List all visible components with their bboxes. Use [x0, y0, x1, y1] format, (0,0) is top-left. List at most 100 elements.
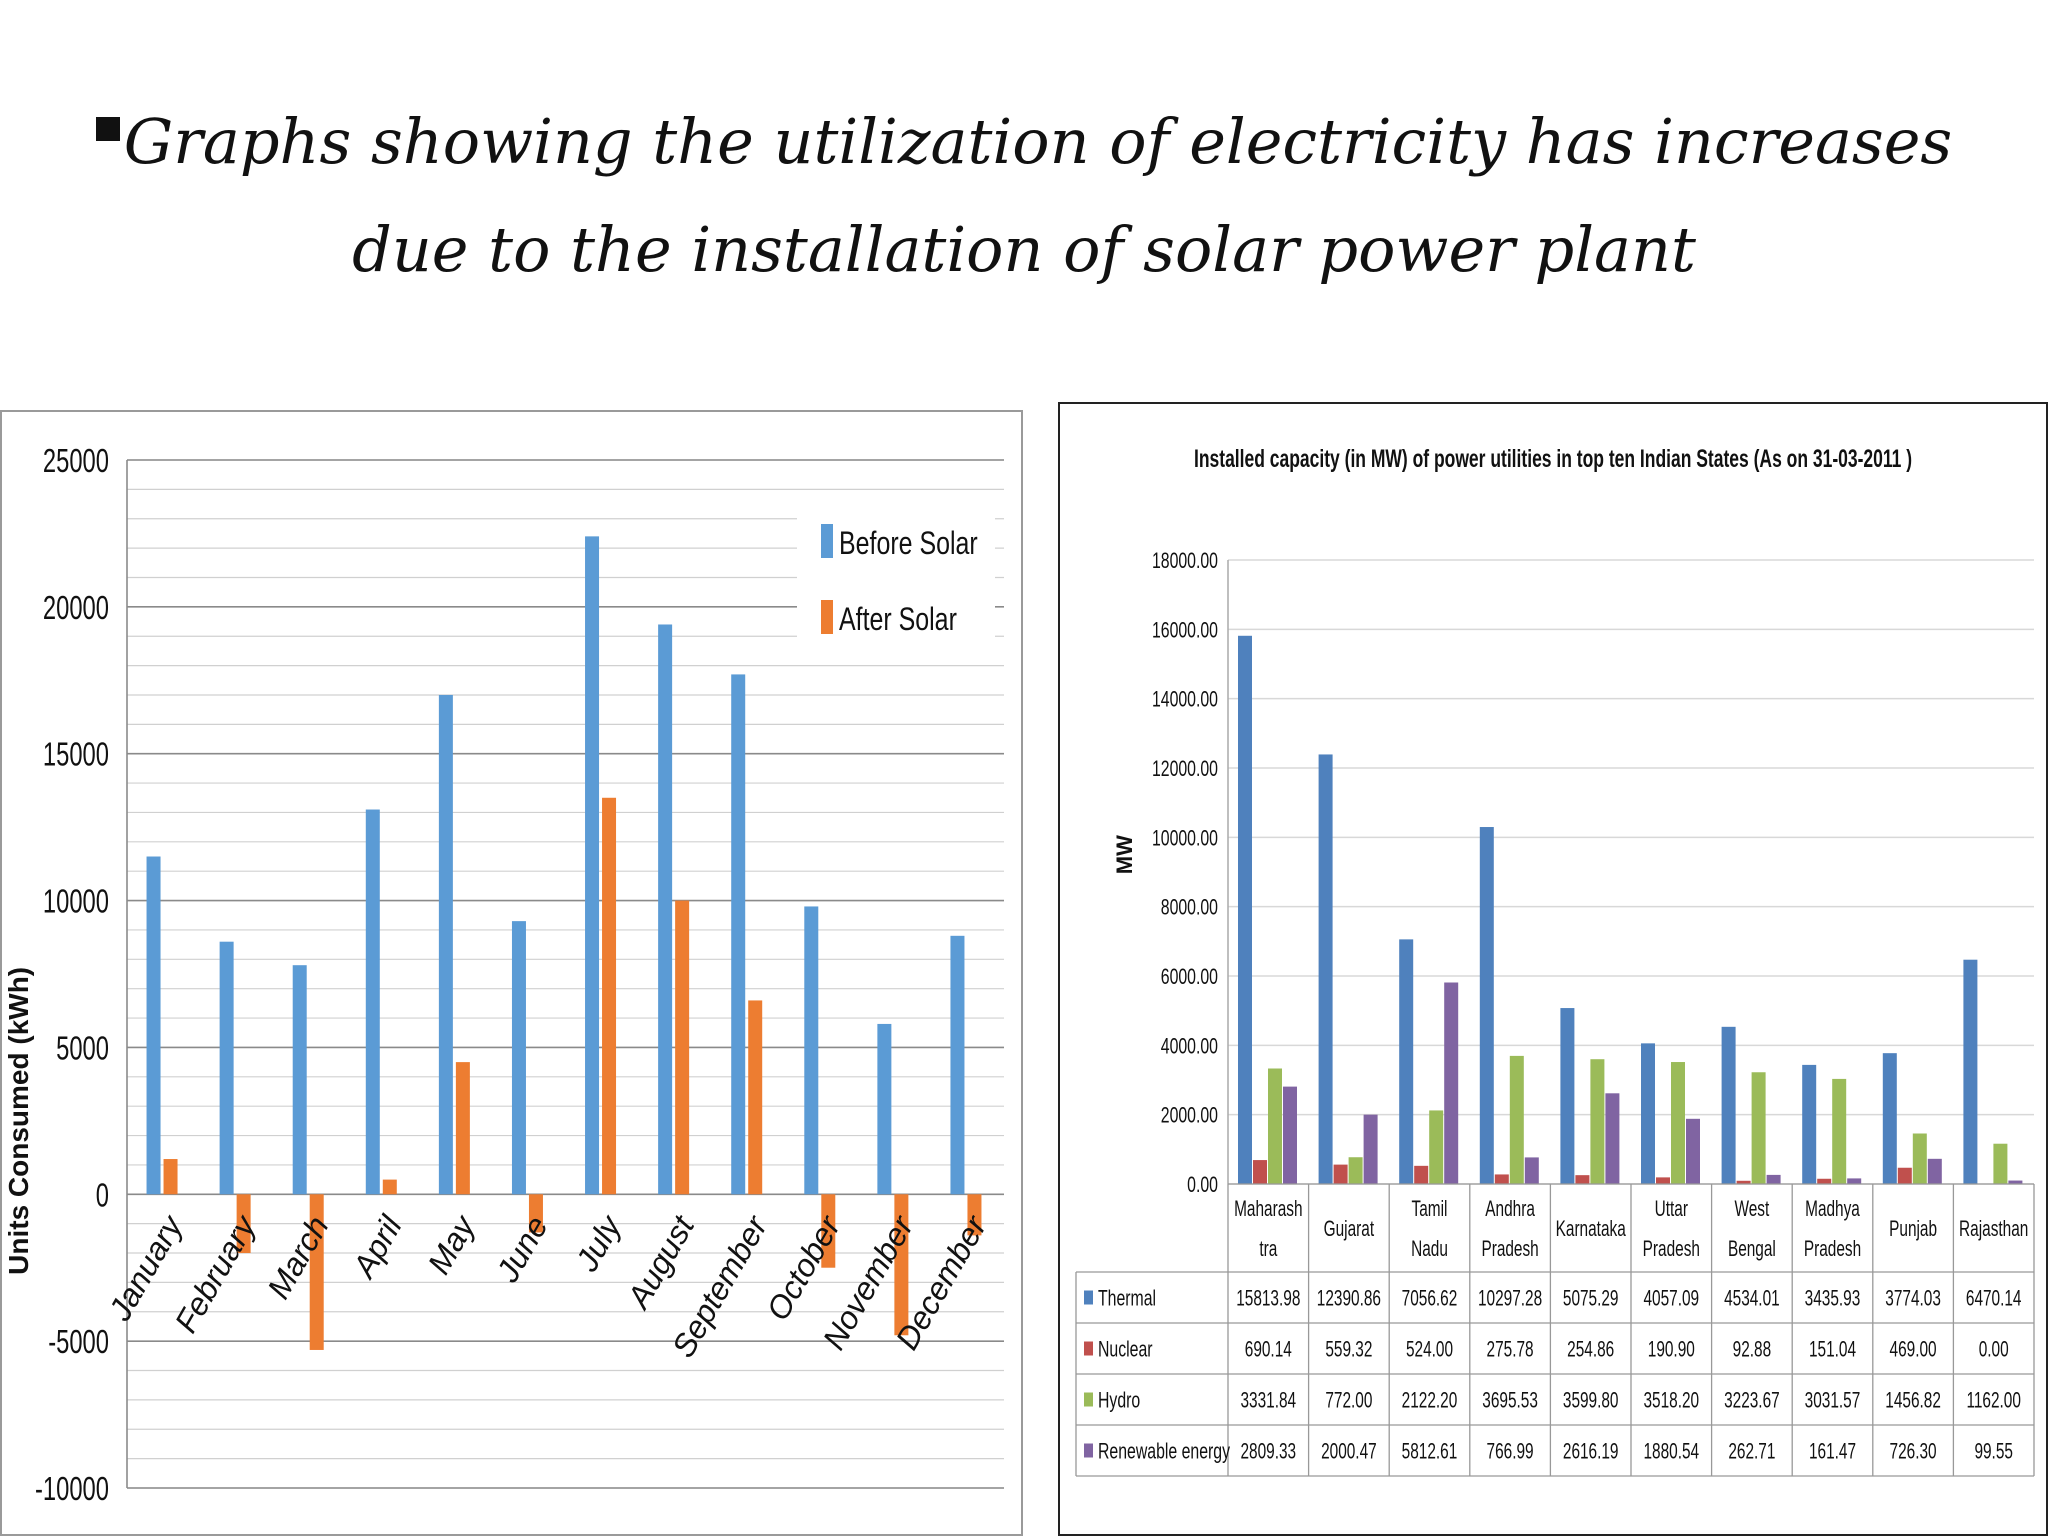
table-cell-value: 254.86: [1567, 1338, 1614, 1362]
bar-after-solar: [675, 900, 690, 1195]
bar-after-solar: [309, 1194, 324, 1350]
bar-thermal: [1802, 1064, 1817, 1184]
bar-after-solar: [602, 797, 617, 1195]
table-row-label: Renewable energy: [1098, 1440, 1230, 1464]
bar-hydro: [1912, 1133, 1927, 1184]
chart-right-svg: Installed capacity (in MW) of power util…: [1075, 444, 2035, 1477]
table-cell-value: 772.00: [1325, 1389, 1372, 1413]
bar-nuclear: [1333, 1164, 1348, 1184]
bar-before-solar: [219, 941, 234, 1195]
table-cell-value: 275.78: [1487, 1338, 1534, 1362]
bar-thermal: [1560, 1008, 1575, 1184]
bar-thermal: [1882, 1053, 1897, 1184]
x-category-label: Madhya: [1805, 1197, 1860, 1221]
table-cell-value: 4057.09: [1643, 1287, 1699, 1311]
table-cell-value: 6470.14: [1966, 1287, 2022, 1311]
x-category-label: July: [568, 1208, 629, 1278]
bar-nuclear: [1736, 1180, 1751, 1184]
legend-label: Before Solar: [839, 526, 978, 562]
bar-hydro: [1832, 1078, 1847, 1184]
legend-label: After Solar: [839, 602, 957, 638]
y-tick-label: 20000: [43, 590, 109, 627]
table-cell-value: 99.55: [1974, 1440, 2012, 1464]
table-row-label: Hydro: [1098, 1389, 1140, 1413]
bar-before-solar: [438, 694, 453, 1195]
table-cell-value: 3223.67: [1724, 1389, 1780, 1413]
y-tick-label: 8000.00: [1161, 896, 1218, 920]
table-cell-value: 92.88: [1733, 1338, 1771, 1362]
bar-renewable-energy: [1605, 1093, 1620, 1184]
bar-thermal: [1318, 754, 1333, 1184]
table-cell-value: 161.47: [1809, 1440, 1856, 1464]
bar-before-solar: [804, 906, 819, 1195]
table-cell-value: 2809.33: [1240, 1440, 1296, 1464]
y-tick-label: 2000.00: [1161, 1104, 1218, 1128]
table-cell-value: 1456.82: [1885, 1389, 1941, 1413]
bar-after-solar: [236, 1194, 251, 1254]
x-category-label: August: [619, 1209, 702, 1316]
legend-key-renewable-energy: [1084, 1443, 1093, 1458]
x-category-label: Rajasthan: [1959, 1217, 2028, 1241]
x-category-label: Andhra: [1485, 1197, 1535, 1221]
x-category-label: April: [345, 1209, 410, 1285]
bar-after-solar: [455, 1062, 470, 1195]
x-category-label: Pradesh: [1804, 1237, 1861, 1261]
bar-renewable-energy: [1686, 1118, 1700, 1184]
legend-key-hydro: [1084, 1392, 1093, 1407]
table-cell-value: 15813.98: [1236, 1287, 1300, 1311]
bar-thermal: [1238, 635, 1252, 1184]
table-cell-value: 0.00: [1979, 1338, 2009, 1362]
table-cell-value: 5812.61: [1402, 1440, 1458, 1464]
bar-hydro: [1268, 1068, 1282, 1184]
y-tick-label: 12000.00: [1152, 758, 1218, 782]
table-row-label: Nuclear: [1098, 1338, 1153, 1362]
x-category-label: Uttar: [1655, 1197, 1688, 1221]
x-category-label: June: [489, 1210, 555, 1289]
x-category-label: Karnataka: [1556, 1217, 1626, 1241]
bar-renewable-energy: [1444, 982, 1459, 1184]
bar-after-solar: [528, 1194, 543, 1233]
table-cell-value: 151.04: [1809, 1338, 1856, 1362]
bar-thermal: [1641, 1043, 1655, 1184]
bar-thermal: [1399, 939, 1414, 1184]
x-category-label: Pradesh: [1481, 1237, 1538, 1261]
table-row-label: Thermal: [1098, 1287, 1156, 1311]
bar-hydro: [1348, 1157, 1363, 1184]
bar-before-solar: [877, 1023, 892, 1195]
table-cell-value: 3774.03: [1885, 1287, 1941, 1311]
bar-nuclear: [1494, 1174, 1509, 1184]
legend-swatch: [821, 600, 833, 634]
bar-nuclear: [1575, 1175, 1590, 1184]
bar-thermal: [1963, 959, 1978, 1184]
bar-before-solar: [585, 536, 600, 1195]
x-category-label: Pradesh: [1643, 1237, 1700, 1261]
table-cell-value: 690.14: [1245, 1338, 1292, 1362]
bar-hydro: [1509, 1055, 1524, 1184]
bar-hydro: [1751, 1072, 1766, 1184]
table-cell-value: 2000.47: [1321, 1440, 1377, 1464]
table-cell-value: 10297.28: [1478, 1287, 1542, 1311]
x-category-label: Maharash: [1234, 1197, 1302, 1221]
bar-before-solar: [731, 674, 746, 1195]
bar-hydro: [1590, 1059, 1605, 1184]
table-cell-value: 3599.80: [1563, 1389, 1619, 1413]
table-cell-value: 2616.19: [1563, 1440, 1619, 1464]
bar-after-solar: [894, 1194, 909, 1336]
y-tick-label: 25000: [43, 443, 109, 480]
bar-renewable-energy: [1766, 1174, 1781, 1184]
bar-renewable-energy: [1927, 1158, 1942, 1184]
table-cell-value: 3031.57: [1805, 1389, 1861, 1413]
bar-after-solar: [748, 1000, 763, 1195]
table-cell-value: 3331.84: [1240, 1389, 1296, 1413]
bar-before-solar: [658, 624, 673, 1195]
y-tick-label: 0.00: [1187, 1174, 1218, 1198]
bar-after-solar: [821, 1194, 836, 1268]
bar-hydro: [1671, 1062, 1685, 1184]
bar-renewable-energy: [2008, 1180, 2023, 1184]
x-category-label: Tamil: [1412, 1197, 1448, 1221]
x-category-label: Bengal: [1728, 1237, 1776, 1261]
table-cell-value: 524.00: [1406, 1338, 1453, 1362]
table-cell-value: 262.71: [1728, 1440, 1775, 1464]
bar-after-solar: [967, 1194, 982, 1236]
y-tick-label: -5000: [48, 1324, 109, 1361]
